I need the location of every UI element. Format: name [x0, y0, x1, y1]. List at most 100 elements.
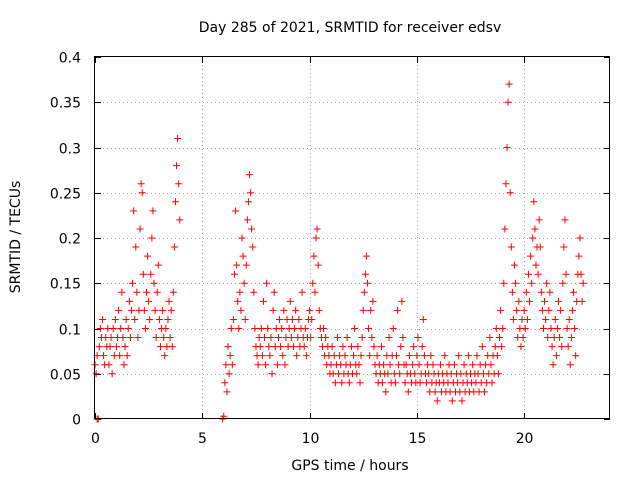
- data-point: [568, 306, 576, 314]
- data-point: [524, 270, 532, 278]
- data-point: [355, 361, 363, 369]
- data-point: [345, 379, 353, 387]
- y-tick-label: 0.3: [59, 142, 81, 158]
- data-point: [473, 352, 481, 360]
- data-point: [300, 343, 308, 351]
- data-point: [145, 297, 153, 305]
- data-point: [96, 325, 104, 332]
- data-point: [529, 234, 537, 242]
- data-point: [99, 315, 107, 323]
- data-point: [427, 352, 435, 360]
- data-point: [530, 198, 538, 206]
- data-point: [502, 180, 510, 188]
- data-point: [570, 288, 578, 296]
- data-point: [357, 352, 365, 360]
- data-point: [389, 325, 397, 332]
- data-point: [333, 334, 341, 342]
- data-point: [256, 343, 264, 351]
- data-point: [414, 334, 422, 342]
- data-point: [455, 352, 463, 360]
- data-point: [360, 288, 368, 296]
- data-point: [171, 198, 179, 206]
- data-point: [176, 216, 184, 224]
- data-point: [564, 343, 572, 351]
- data-point: [373, 352, 381, 360]
- data-point: [119, 334, 127, 342]
- data-point: [140, 306, 148, 314]
- data-point: [575, 252, 583, 260]
- data-point: [385, 334, 393, 342]
- data-point: [262, 361, 270, 369]
- data-point: [522, 288, 530, 296]
- data-point: [544, 334, 552, 342]
- y-tick-label: 0.35: [50, 96, 81, 112]
- data-point: [313, 225, 321, 233]
- data-point: [117, 325, 125, 332]
- data-point: [508, 288, 516, 296]
- y-tick-label: 0.1: [59, 323, 81, 339]
- data-point: [486, 334, 494, 342]
- data-point: [513, 306, 521, 314]
- data-point: [156, 343, 164, 351]
- data-point: [269, 306, 277, 314]
- data-point: [391, 379, 399, 387]
- data-point: [232, 207, 240, 215]
- data-point: [312, 234, 320, 242]
- data-point: [120, 361, 128, 369]
- data-point: [576, 234, 584, 242]
- data-point: [509, 315, 517, 323]
- data-point: [293, 352, 301, 360]
- data-point: [365, 325, 373, 332]
- data-point: [289, 343, 297, 351]
- data-point: [556, 334, 564, 342]
- data-point: [115, 306, 123, 314]
- data-point: [229, 315, 237, 323]
- data-point: [125, 297, 133, 305]
- plot-frame: [94, 56, 610, 419]
- data-point: [249, 243, 257, 251]
- data-point: [168, 343, 176, 351]
- data-point: [469, 361, 477, 369]
- data-point: [551, 315, 559, 323]
- data-point: [221, 379, 229, 387]
- data-point: [264, 325, 272, 332]
- data-point: [315, 306, 323, 314]
- data-point: [308, 315, 316, 323]
- data-point: [314, 261, 322, 269]
- data-point: [397, 343, 405, 351]
- data-point: [228, 361, 236, 369]
- data-point: [571, 325, 579, 332]
- data-point: [105, 361, 113, 369]
- data-point: [413, 352, 421, 360]
- data-point: [534, 270, 542, 278]
- data-point: [555, 297, 562, 305]
- data-point: [123, 352, 131, 360]
- data-point: [549, 361, 557, 369]
- data-point: [311, 288, 319, 296]
- data-point: [155, 315, 163, 323]
- data-point: [359, 306, 367, 314]
- data-point: [341, 352, 349, 360]
- data-point: [169, 288, 177, 296]
- data-point: [151, 306, 159, 314]
- data-point: [398, 297, 406, 305]
- data-point: [515, 297, 523, 305]
- data-point: [244, 198, 252, 206]
- data-point: [405, 352, 413, 360]
- data-point: [354, 343, 362, 351]
- data-point: [433, 397, 441, 405]
- x-tick-label: 15: [409, 431, 427, 447]
- data-point: [222, 361, 230, 369]
- data-point: [431, 388, 439, 396]
- data-point: [410, 343, 418, 351]
- data-point: [543, 279, 551, 287]
- data-point: [394, 306, 402, 314]
- data-point: [379, 379, 387, 387]
- data-point: [558, 343, 566, 351]
- data-point: [263, 279, 271, 287]
- data-point: [230, 270, 238, 278]
- data-point: [238, 234, 246, 242]
- data-point: [302, 352, 310, 360]
- data-point: [578, 297, 586, 305]
- data-point: [287, 334, 295, 342]
